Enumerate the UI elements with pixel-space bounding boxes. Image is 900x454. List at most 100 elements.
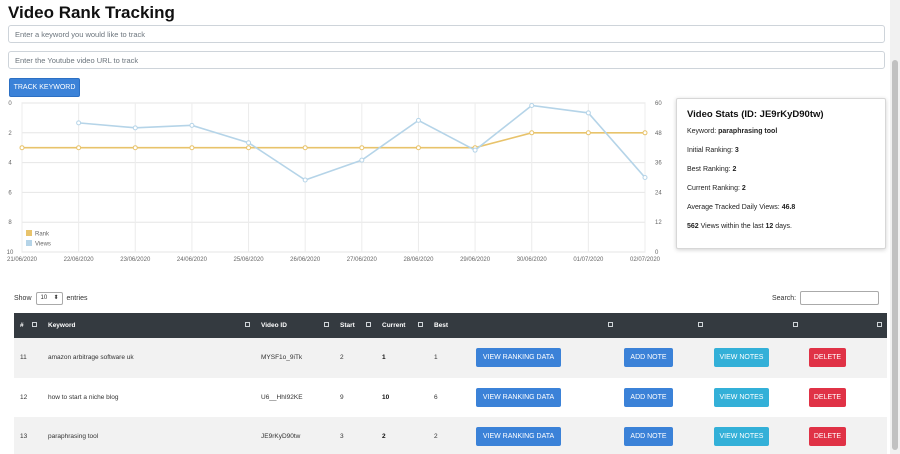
data-point-views (472, 147, 478, 153)
stat-avg-value: 46.8 (781, 204, 796, 211)
x-tick-label: 26/06/2020 (290, 257, 321, 263)
stat-keyword-label: Keyword: (687, 128, 717, 135)
cell-best: 6 (434, 393, 438, 401)
stat-best-label: Best Ranking: (687, 166, 731, 173)
stat-current-label: Current Ranking: (687, 185, 740, 192)
cell-keyword: how to start a niche blog (48, 393, 119, 401)
table-row: 13 paraphrasing tool JE9rKyD90tw 3 2 2 V… (14, 417, 887, 454)
data-point-rank (529, 130, 535, 136)
data-point-views (529, 102, 535, 108)
view-ranking-data-button[interactable]: VIEW RANKING DATA (476, 387, 561, 407)
view-notes-button[interactable]: VIEW NOTES (714, 427, 769, 447)
cell-id: 11 (20, 354, 27, 362)
data-point-views (76, 120, 82, 126)
show-label: Show (14, 295, 32, 302)
x-tick-label: 02/07/2020 (630, 257, 661, 263)
x-tick-label: 27/06/2020 (347, 257, 378, 263)
col-header-start[interactable]: Start (334, 313, 376, 338)
legend-label-rank: Rank (35, 232, 50, 238)
x-tick-label: 24/06/2020 (177, 257, 208, 263)
stat-best-ranking: Best Ranking: 2 (687, 165, 875, 184)
video-url-input[interactable] (8, 51, 885, 69)
x-tick-label: 22/06/2020 (64, 257, 95, 263)
y-right-tick-label: 60 (655, 101, 662, 107)
stat-views-text: Views within the last (700, 223, 764, 230)
cell-id: 13 (20, 433, 28, 441)
col-header-best[interactable]: Best (434, 322, 449, 329)
cell-keyword: amazon arbitrage software uk (48, 354, 134, 362)
view-notes-button[interactable]: VIEW NOTES (714, 387, 769, 407)
add-note-button[interactable]: ADD NOTE (624, 387, 673, 407)
entries-select-value: 10 (40, 295, 48, 301)
data-point-rank (246, 145, 252, 151)
legend-label-views: Views (35, 242, 51, 248)
add-note-button[interactable]: ADD NOTE (624, 348, 673, 368)
entries-select[interactable]: 10 ⬍ (35, 292, 63, 305)
col-header-action-view[interactable] (470, 313, 618, 338)
col-header-action-add[interactable] (618, 313, 708, 338)
stat-keyword: Keyword: paraphrasing tool (687, 127, 875, 146)
view-notes-button[interactable]: VIEW NOTES (714, 348, 769, 368)
y-left-tick-label: 8 (8, 220, 12, 226)
x-tick-label: 30/06/2020 (517, 257, 548, 263)
y-right-tick-label: 48 (655, 131, 662, 137)
stat-avg-label: Average Tracked Daily Views: (687, 204, 780, 211)
legend-swatch-rank (26, 230, 32, 236)
stat-views-total-value: 562 (687, 223, 699, 230)
view-ranking-data-button[interactable]: VIEW RANKING DATA (476, 427, 561, 447)
sort-icon (366, 322, 371, 327)
data-point-views (359, 157, 365, 163)
view-ranking-data-button[interactable]: VIEW RANKING DATA (476, 348, 561, 368)
sort-icon (418, 322, 423, 327)
data-point-views (642, 175, 648, 180)
cell-id: 12 (20, 393, 28, 401)
sort-icon (32, 322, 37, 327)
data-point-rank (76, 145, 82, 151)
delete-button[interactable]: DELETE (809, 348, 846, 368)
keyword-input[interactable] (8, 25, 885, 43)
search-input[interactable] (800, 291, 880, 305)
col-header-action-delete[interactable] (803, 313, 887, 338)
y-left-tick-label: 6 (8, 190, 12, 196)
stat-average-views: Average Tracked Daily Views: 46.8 (687, 203, 875, 222)
stat-best-value: 2 (732, 166, 737, 173)
entries-length-control: Show 10 ⬍ entries (14, 292, 88, 305)
stat-current-value: 2 (741, 185, 746, 192)
data-point-rank (302, 145, 308, 151)
sort-icon (877, 322, 882, 327)
stat-current-ranking: Current Ranking: 2 (687, 184, 875, 203)
y-right-tick-label: 0 (655, 250, 659, 256)
data-point-rank (415, 145, 421, 151)
y-left-tick-label: 10 (7, 250, 14, 256)
col-header-video-id[interactable]: Video ID (255, 313, 334, 338)
col-header-action-notes[interactable] (708, 313, 803, 338)
data-point-rank (359, 145, 365, 151)
delete-button[interactable]: DELETE (809, 387, 846, 407)
search-label: Search: (772, 294, 797, 302)
table-header-row: # Keyword Video ID Start Current Best (14, 313, 887, 338)
entries-label: entries (66, 295, 88, 302)
col-header-keyword[interactable]: Keyword (42, 313, 255, 338)
scrollbar-thumb[interactable] (892, 60, 898, 450)
cell-keyword: paraphrasing tool (48, 433, 99, 441)
legend-swatch-views (26, 240, 32, 246)
sort-icon (793, 322, 798, 327)
data-point-rank (189, 145, 195, 151)
cell-start: 2 (340, 354, 344, 362)
track-keyword-button[interactable]: TRACK KEYWORD (9, 78, 80, 97)
cell-video-id: JE9rKyD90tw (261, 433, 301, 441)
page-scrollbar[interactable] (890, 0, 900, 454)
y-left-tick-label: 0 (8, 101, 12, 107)
sort-icon (245, 322, 250, 327)
stat-views-total: 562 Views within the last 12 days. (687, 222, 875, 241)
col-header-id[interactable]: # (14, 313, 42, 338)
cell-current: 2 (382, 433, 386, 441)
x-tick-label: 01/07/2020 (573, 257, 604, 263)
delete-button[interactable]: DELETE (809, 427, 846, 447)
data-point-views (302, 177, 308, 183)
add-note-button[interactable]: ADD NOTE (624, 427, 673, 447)
data-point-views (132, 125, 138, 131)
cell-best: 1 (434, 354, 438, 362)
cell-current: 10 (382, 393, 390, 401)
col-header-current[interactable]: Current (376, 313, 428, 338)
